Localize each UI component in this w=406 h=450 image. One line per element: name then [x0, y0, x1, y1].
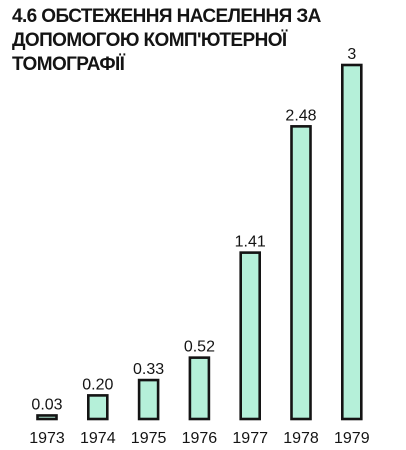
bar-1974	[87, 394, 109, 421]
bar-1979	[340, 63, 363, 421]
bar-1973	[36, 414, 58, 421]
value-label-1976: 0.52	[184, 339, 215, 356]
year-label-1976: 1976	[182, 430, 218, 447]
year-label-1974: 1974	[80, 430, 116, 447]
bar-1978	[290, 125, 312, 421]
value-label-1978: 2.48	[285, 107, 316, 124]
bar-1975	[137, 378, 160, 421]
year-label-1978: 1978	[283, 430, 319, 447]
value-label-1974: 0.20	[82, 376, 113, 393]
year-label-1979: 1979	[334, 430, 370, 447]
year-label-1977: 1977	[232, 430, 268, 447]
year-label-1973: 1973	[29, 430, 65, 447]
value-label-1979: 3	[347, 46, 356, 63]
bar-1977	[239, 251, 261, 421]
year-label-1975: 1975	[131, 430, 167, 447]
bar-1976	[188, 356, 211, 421]
value-label-1975: 0.33	[133, 361, 164, 378]
value-label-1977: 1.41	[235, 234, 266, 251]
value-label-1973: 0.03	[31, 396, 62, 413]
chart-title: 4.6 ОБСТЕЖЕННЯ НАСЕЛЕННЯ ЗА ДОПОМОГОЮ КО…	[12, 6, 321, 75]
